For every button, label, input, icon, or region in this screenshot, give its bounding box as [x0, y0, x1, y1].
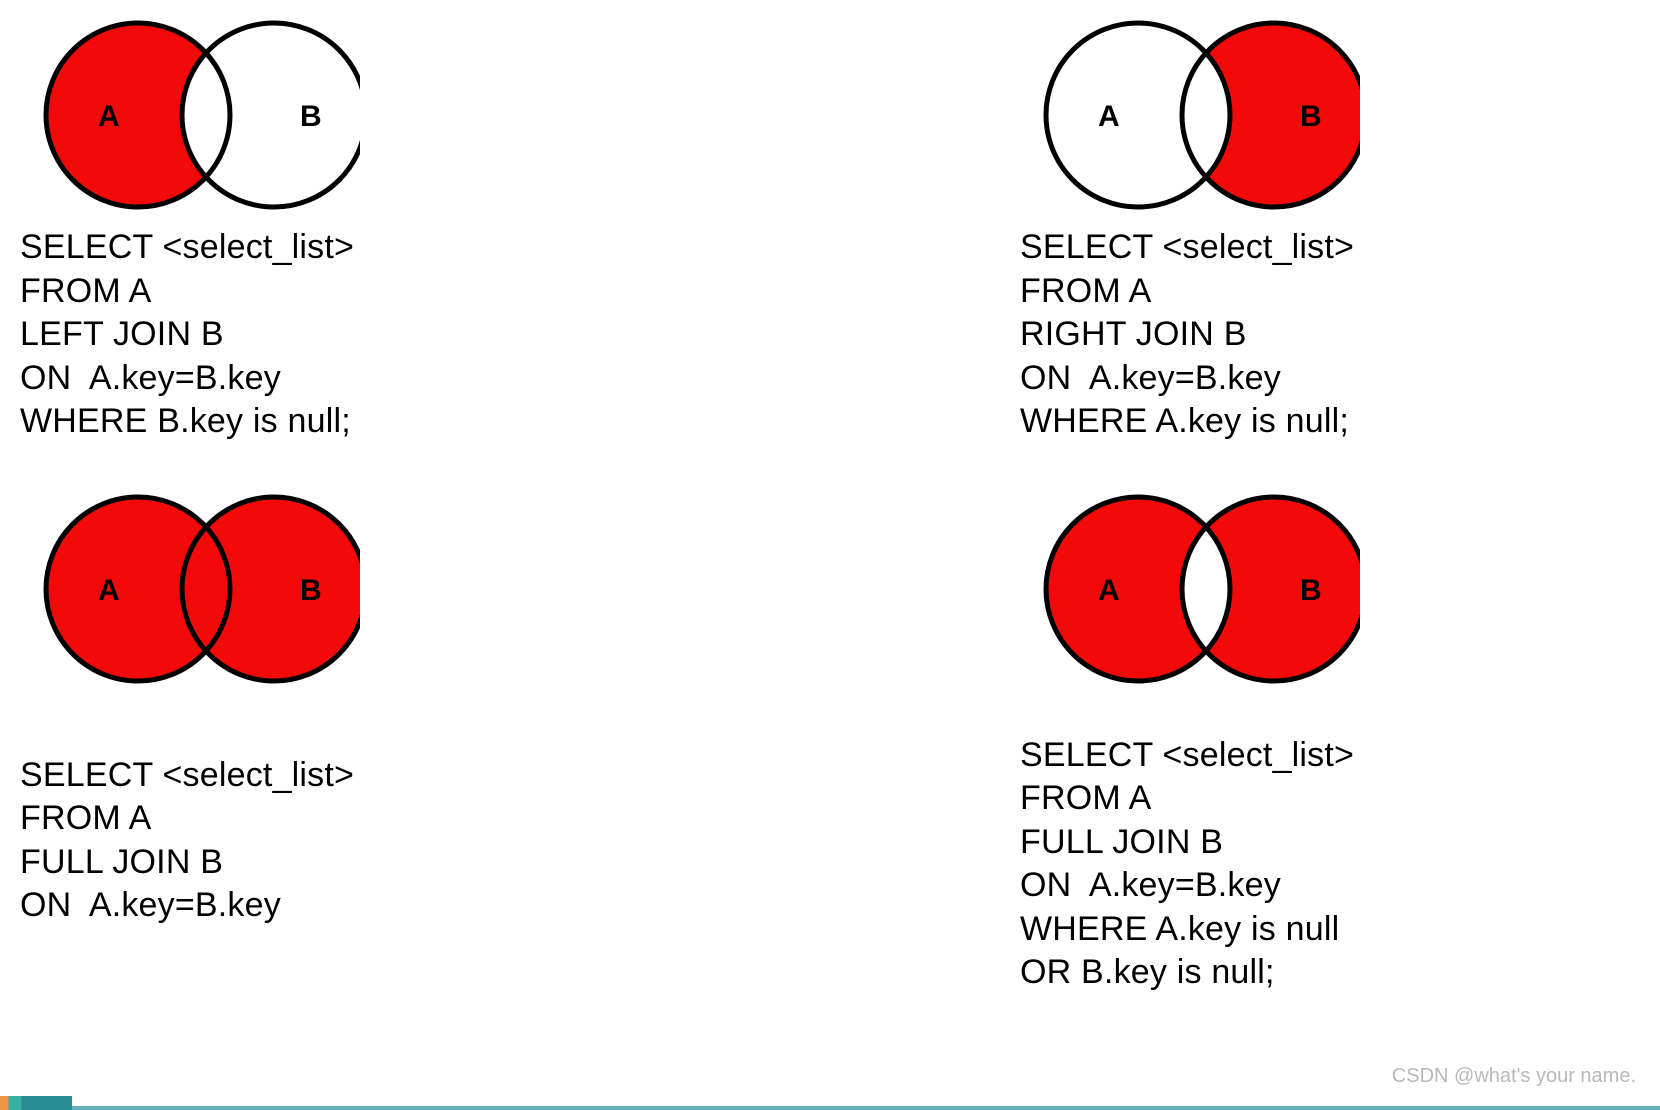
cell-right-exclusive: A B SELECT <select_list> FROM A RIGHT JO… — [1020, 10, 1640, 444]
label-b: B — [300, 574, 322, 607]
venn-left-exclusive: A B — [20, 10, 640, 220]
cell-full-outer-exclusive: A B SELECT <select_list> FROM A FULL JOI… — [1020, 474, 1640, 995]
venn-svg-full-outer-exclusive: A B — [1020, 474, 1360, 704]
label-a: A — [98, 100, 120, 133]
cell-full-join: A B SELECT <select_list> FROM A FULL JOI… — [20, 474, 640, 995]
venn-svg-full-join: A B — [20, 474, 360, 704]
bottom-corner-decoration — [0, 1096, 72, 1110]
venn-right-exclusive: A B — [1020, 10, 1640, 220]
label-a: A — [98, 574, 120, 607]
venn-svg-left-exclusive: A B — [20, 10, 360, 220]
join-diagram-grid: A B SELECT <select_list> FROM A LEFT JOI… — [0, 0, 1660, 995]
sql-full-outer-exclusive: SELECT <select_list> FROM A FULL JOIN B … — [1020, 734, 1640, 995]
label-a: A — [1098, 574, 1120, 607]
venn-svg-right-exclusive: A B — [1020, 10, 1360, 220]
venn-full-join: A B — [20, 474, 640, 714]
sql-right-exclusive: SELECT <select_list> FROM A RIGHT JOIN B… — [1020, 226, 1640, 444]
cell-left-exclusive: A B SELECT <select_list> FROM A LEFT JOI… — [20, 10, 640, 444]
watermark-text: CSDN @what's your name. — [1392, 1065, 1636, 1088]
bottom-border-line — [72, 1106, 1660, 1110]
label-b: B — [1300, 574, 1322, 607]
venn-full-outer-exclusive: A B — [1020, 474, 1640, 714]
sql-full-join: SELECT <select_list> FROM A FULL JOIN B … — [20, 754, 640, 928]
sql-left-exclusive: SELECT <select_list> FROM A LEFT JOIN B … — [20, 226, 640, 444]
label-b: B — [1300, 100, 1322, 133]
label-a: A — [1098, 100, 1120, 133]
label-b: B — [300, 100, 322, 133]
